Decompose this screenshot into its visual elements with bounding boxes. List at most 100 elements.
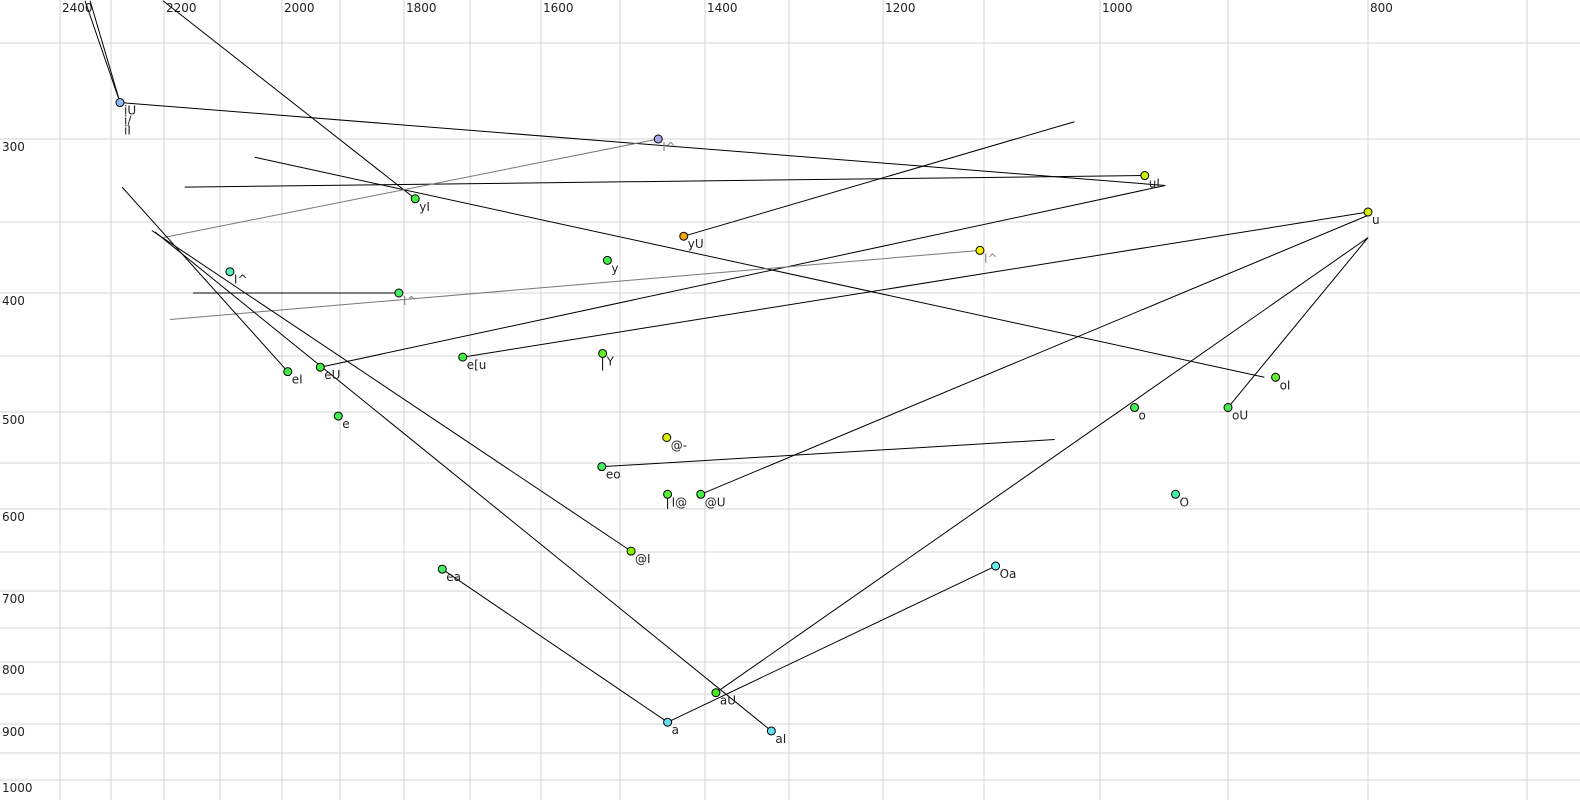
y-tick-label: 1000 — [2, 781, 33, 795]
point-marker — [458, 352, 468, 362]
glide-line — [162, 138, 659, 239]
point-marker — [679, 231, 689, 241]
point-marker — [1171, 489, 1181, 499]
point-marker — [696, 489, 706, 499]
glide-line — [151, 230, 632, 552]
x-tick-label: 1400 — [707, 1, 738, 15]
point-label: I@ — [672, 495, 688, 509]
y-tick-label: 900 — [2, 725, 25, 739]
point-label: I^ — [662, 140, 676, 154]
point-label: @U — [705, 495, 726, 509]
point-marker — [662, 433, 672, 442]
point-marker — [653, 134, 663, 144]
vowel-point: @I — [626, 546, 651, 566]
vowel-point: I@ — [663, 489, 688, 509]
vowel-point: Y — [598, 348, 615, 368]
glide-line — [154, 231, 772, 732]
vowel-point: I^ — [225, 267, 248, 287]
point-marker — [225, 267, 235, 277]
point-marker — [663, 489, 673, 499]
point-label: @- — [671, 439, 687, 453]
vowel-point: oU — [1223, 403, 1248, 423]
point-marker — [410, 194, 420, 204]
y-tick-label: 500 — [2, 413, 25, 427]
point-marker — [315, 362, 325, 372]
vowel-point: eU — [315, 362, 340, 382]
vowel-point: I^ — [394, 288, 417, 308]
point-label: o — [1139, 409, 1146, 423]
glide-line — [715, 237, 1369, 694]
point-label: I^ — [984, 251, 998, 265]
axis-ticks: 2400 2200 2000 1800 1600 1400 1200 1000 800 300 40… — [2, 1, 1393, 795]
vowel-point: aU — [711, 688, 736, 708]
vowel-point: aI — [766, 726, 786, 746]
point-marker — [1140, 171, 1150, 181]
vowel-point: Oa — [991, 561, 1016, 581]
y-tick-label: 800 — [2, 663, 25, 677]
glide-line — [184, 175, 1145, 188]
point-marker — [283, 367, 293, 377]
point-label: oI — [1280, 378, 1291, 392]
point-label: yI — [419, 200, 430, 214]
vowel-point: e[u — [458, 352, 487, 372]
vowel-point: @U — [696, 489, 726, 509]
vowel-point: I^ — [975, 245, 998, 265]
glide-line — [170, 249, 981, 320]
point-label: u — [1372, 213, 1380, 227]
point-label: ea — [446, 570, 461, 584]
vowel-point: y — [602, 255, 618, 275]
point-marker — [766, 726, 776, 736]
point-label: @I — [635, 552, 651, 566]
glide-line — [119, 102, 1166, 186]
vowel-point: yU — [679, 231, 704, 251]
point-label: eU — [324, 368, 340, 382]
point-marker — [597, 462, 607, 472]
vowel-point: eI — [283, 367, 303, 387]
x-tick-label: 2200 — [166, 1, 197, 15]
point-label: Y — [606, 354, 615, 368]
point-marker — [1271, 372, 1281, 382]
glide-line — [162, 0, 416, 200]
glide-line — [441, 568, 668, 723]
point-label: eI — [292, 373, 303, 387]
x-tick-label: 1600 — [543, 1, 574, 15]
point-label: iI — [124, 124, 131, 138]
x-tick-label: 2000 — [284, 1, 315, 15]
vowel-point: I^ — [653, 134, 676, 154]
vowel-point: uI — [1140, 171, 1160, 191]
point-marker — [333, 411, 343, 421]
point-marker — [1130, 403, 1140, 413]
point-label: yU — [688, 237, 704, 251]
point-marker — [602, 255, 612, 265]
point-label: eo — [606, 468, 621, 482]
vowel-point: e — [333, 411, 350, 431]
point-label: I^ — [403, 294, 417, 308]
x-tick-label: 2400 — [62, 1, 93, 15]
point-label: i/ — [124, 114, 132, 128]
glide-line — [121, 186, 289, 373]
vowel-point: O — [1171, 489, 1189, 509]
vowel-point: u — [1363, 207, 1380, 227]
glide-line — [683, 121, 1075, 237]
point-marker — [626, 546, 636, 556]
point-marker — [437, 564, 447, 574]
vowel-point: eo — [597, 462, 621, 482]
point-label: oU — [1232, 409, 1248, 423]
vowel-point: @- — [662, 433, 687, 453]
point-label: uI — [1149, 177, 1160, 191]
glide-line — [601, 439, 1055, 468]
point-label: I^ — [234, 273, 248, 287]
point-marker — [1223, 403, 1233, 413]
vowel-point: a — [663, 717, 679, 737]
vowel-point: oI — [1271, 372, 1291, 392]
glide-line — [254, 156, 1265, 378]
y-tick-label: 300 — [2, 140, 25, 154]
point-marker — [115, 98, 125, 108]
point-label: e[u — [467, 358, 487, 372]
vowel-point: iUi/iI — [115, 98, 136, 138]
point-marker — [663, 717, 673, 727]
x-tick-label: 1000 — [1102, 1, 1133, 15]
vowel-point: yI — [410, 194, 430, 214]
glide-line — [84, 0, 121, 103]
point-marker — [394, 288, 404, 298]
